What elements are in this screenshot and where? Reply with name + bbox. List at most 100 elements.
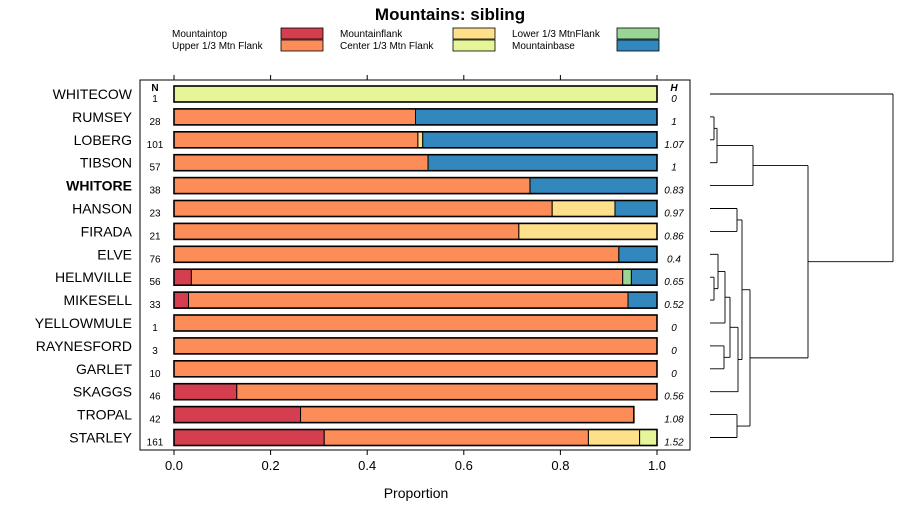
row-label: HANSON [72,201,132,217]
bar-segment [618,245,658,263]
n-value: 21 [149,231,161,242]
h-value: 1 [671,163,677,174]
legend-swatch [280,27,324,40]
row-label: SKAGGS [73,384,132,400]
bar-outline [173,359,658,378]
h-value: 1.08 [664,415,684,426]
bar-segment [173,245,620,263]
x-tick-label: 0.6 [455,458,473,473]
bar-segment [422,131,658,149]
bar-outline [173,382,658,401]
n-value: 42 [149,415,161,426]
bar-segment [173,154,429,172]
row-label: ELVE [97,246,132,262]
row-label: TROPAL [77,407,132,423]
bar-segment [417,131,424,149]
bar-segment [173,131,419,149]
legend-label: Mountaintop [172,29,227,40]
bar-segment [415,108,658,126]
bar-segment [190,268,624,286]
bar-outline [173,291,658,309]
bar-segment [173,383,238,401]
bar-segment [173,406,302,424]
n-value: 28 [149,117,161,128]
bar-segment [173,429,325,446]
n-value: 76 [149,254,161,265]
bar-outline [173,131,658,149]
row-labels: WHITECOW RUMSEY LOBERG TIBSON WHITORE HANSON F… [35,86,133,446]
bar-segment [173,222,520,240]
bar-outline [173,268,658,287]
row-label: FIRADA [81,223,133,239]
bar-outline [173,85,658,103]
x-axis-title: Proportion [384,485,449,501]
bar-outline [173,405,635,424]
row-label: YELLOWMULE [35,315,132,331]
bar-segment [173,108,416,126]
bar-outline [173,108,658,126]
n-value: 56 [149,277,161,288]
h-value: 0.65 [664,277,684,288]
bar-segment [187,291,629,309]
legend-label: Mountainbase [512,41,575,52]
n-value: 1 [152,94,158,105]
h-value: 0.52 [664,300,684,311]
dendrogram [710,93,894,438]
bar-segment [323,429,589,446]
n-value: 1 [152,323,158,334]
bar-segment [551,200,616,217]
n-values: 1 28 101 57 38 23 21 76 56 33 1 3 10 46 42 161 [147,94,164,449]
n-value: 57 [149,163,161,174]
x-axis: 0.0 0.2 0.4 0.6 0.8 1.0 [165,75,666,473]
n-value: 23 [149,209,161,220]
n-value: 46 [149,392,161,403]
h-values: 0 1 1.07 1 0.83 0.97 0.86 0.4 0.65 0.52 0 0 0 0.56 1.0… [664,94,684,449]
h-value: 0.4 [667,254,681,265]
bar-segment [173,200,553,217]
bar-segment [236,383,658,401]
legend-swatch [616,39,660,52]
legend-label: Upper 1/3 Mtn Flank [172,41,264,52]
legend-swatch [280,39,324,52]
row-label: GARLET [76,361,132,377]
legend-swatch [452,27,496,40]
row-label: HELMVILLE [55,269,132,285]
x-tick-label: 0.4 [358,458,376,473]
bar-outline [173,245,658,264]
row-label: WHITECOW [53,86,133,102]
bar-outline [173,337,658,355]
bar-segment [630,268,658,286]
legend-swatch [616,27,660,40]
h-value: 0 [671,369,677,380]
plot-frame [139,79,691,451]
bar-segment [427,154,658,172]
bar-segment [300,406,635,424]
h-value: 0.97 [664,209,684,220]
bar-segment [622,268,632,286]
x-tick-label: 0.0 [165,458,183,473]
h-value: 1 [671,117,677,128]
plot-area [139,79,691,451]
x-tick-label: 1.0 [648,458,666,473]
bar-segment [173,314,658,332]
n-value: 3 [152,346,158,357]
bar-outline [173,428,658,447]
h-value: 0.86 [664,231,684,242]
n-value: 10 [149,369,161,380]
row-label: RAYNESFORD [36,338,132,354]
bar-segment [639,429,658,446]
legend-label: Center 1/3 Mtn Flank [340,41,434,52]
legend-label: Lower 1/3 MtnFlank [512,29,601,40]
bar-segment [173,337,658,355]
row-label: WHITORE [66,178,132,194]
h-value: 0.83 [664,186,684,197]
row-label: LOBERG [74,132,132,148]
row-label: STARLEY [69,430,132,446]
n-value: 101 [147,140,164,151]
bar-segment [173,85,658,103]
bars [173,85,658,447]
bar-segment [173,177,531,195]
